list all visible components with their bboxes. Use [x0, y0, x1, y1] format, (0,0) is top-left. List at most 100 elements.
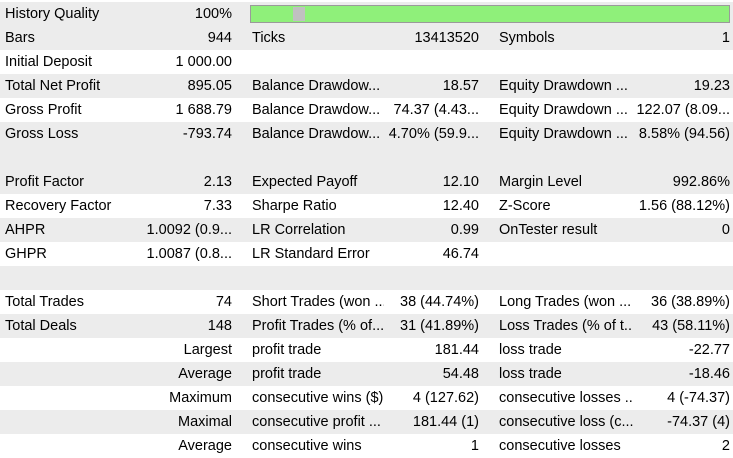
history-quality-bar-fill	[251, 6, 729, 22]
equity-drawdown-relative-value: 8.58% (94.56)	[638, 126, 730, 142]
symbols-value: 1	[721, 30, 730, 46]
balance-drawdown-absolute-label: Balance Drawdow...	[252, 78, 381, 94]
total-trades-row: Total Trades 74 Short Trades (won ... 38…	[0, 290, 733, 314]
separator-row	[0, 266, 733, 290]
long-trades-label: Long Trades (won ...	[499, 294, 632, 310]
short-trades-label: Short Trades (won ...	[252, 294, 384, 310]
gross-loss-value: -793.74	[182, 126, 232, 142]
gross-profit-row: Gross Profit 1 688.79 Balance Drawdow...…	[0, 98, 733, 122]
lr-standard-error-value: 46.74	[442, 246, 479, 262]
ontester-result-value: 0	[721, 222, 730, 238]
gross-loss-label: Gross Loss	[5, 126, 79, 142]
largest-loss-trade-label: loss trade	[499, 342, 562, 358]
total-deals-label: Total Deals	[5, 318, 77, 334]
gross-profit-label: Gross Profit	[5, 102, 82, 118]
ghpr-row: GHPR 1.0087 (0.8... LR Standard Error 46…	[0, 242, 733, 266]
expected-payoff-label: Expected Payoff	[252, 174, 358, 190]
lr-correlation-value: 0.99	[450, 222, 479, 238]
margin-level-value: 992.86%	[672, 174, 730, 190]
max-consecutive-losses-value: 4 (-74.37)	[667, 390, 730, 406]
ahpr-row: AHPR 1.0092 (0.9... LR Correlation 0.99 …	[0, 218, 733, 242]
average-loss-trade-value: -18.46	[688, 366, 730, 382]
recovery-factor-label: Recovery Factor	[5, 198, 112, 214]
total-deals-row: Total Deals 148 Profit Trades (% of... 3…	[0, 314, 733, 338]
bars-value: 944	[207, 30, 232, 46]
history-quality-row: History Quality 100%	[0, 2, 733, 26]
maximal-label: Maximal	[178, 414, 232, 430]
expected-payoff-value: 12.10	[442, 174, 479, 190]
history-quality-label: History Quality	[5, 6, 100, 22]
average-profit-trade-label: profit trade	[252, 366, 322, 382]
ghpr-label: GHPR	[5, 246, 47, 262]
gross-loss-row: Gross Loss -793.74 Balance Drawdow... 4.…	[0, 122, 733, 146]
balance-drawdown-relative-value: 4.70% (59.9...	[388, 126, 479, 142]
profit-trades-label: Profit Trades (% of...	[252, 318, 384, 334]
recovery-factor-row: Recovery Factor 7.33 Sharpe Ratio 12.40 …	[0, 194, 733, 218]
average-consecutive-losses-value: 2	[721, 438, 730, 454]
total-deals-value: 148	[207, 318, 232, 334]
margin-level-label: Margin Level	[499, 174, 583, 190]
total-trades-value: 74	[215, 294, 232, 310]
max-consecutive-losses-label: consecutive losses ...	[499, 390, 633, 406]
average-label: Average	[178, 366, 232, 382]
average-consecutive-wins-label: consecutive wins	[252, 438, 362, 454]
balance-drawdown-absolute-value: 18.57	[442, 78, 479, 94]
ticks-value: 13413520	[414, 30, 479, 46]
loss-trades-label: Loss Trades (% of t...	[499, 318, 633, 334]
z-score-value: 1.56 (88.12%)	[638, 198, 730, 214]
short-trades-value: 38 (44.74%)	[400, 294, 479, 310]
total-trades-label: Total Trades	[5, 294, 84, 310]
ontester-result-label: OnTester result	[499, 222, 598, 238]
gross-profit-value: 1 688.79	[175, 102, 232, 118]
largest-profit-trade-label: profit trade	[252, 342, 322, 358]
history-quality-bar-marker	[293, 7, 305, 21]
average-consecutive-row: Average consecutive wins 1 consecutive l…	[0, 434, 733, 458]
largest-loss-trade-value: -22.77	[688, 342, 730, 358]
total-net-profit-value: 895.05	[187, 78, 232, 94]
long-trades-value: 36 (38.89%)	[651, 294, 730, 310]
average-loss-trade-label: loss trade	[499, 366, 562, 382]
lr-standard-error-label: LR Standard Error	[252, 246, 370, 262]
maximum-row: Maximum consecutive wins ($) 4 (127.62) …	[0, 386, 733, 410]
equity-drawdown-relative-label: Equity Drawdown ...	[499, 126, 628, 142]
profit-trades-value: 31 (41.89%)	[400, 318, 479, 334]
max-consecutive-wins-label: consecutive wins ($)	[252, 390, 384, 406]
ahpr-label: AHPR	[5, 222, 46, 238]
average-row: Average profit trade 54.48 loss trade -1…	[0, 362, 733, 386]
recovery-factor-value: 7.33	[203, 198, 232, 214]
symbols-label: Symbols	[499, 30, 555, 46]
initial-deposit-value: 1 000.00	[175, 54, 232, 70]
bars-label: Bars	[5, 30, 35, 46]
average-consecutive-losses-label: consecutive losses	[499, 438, 621, 454]
largest-row: Largest profit trade 181.44 loss trade -…	[0, 338, 733, 362]
maximum-label: Maximum	[169, 390, 232, 406]
total-net-profit-row: Total Net Profit 895.05 Balance Drawdow.…	[0, 74, 733, 98]
history-quality-value: 100%	[194, 6, 232, 22]
equity-drawdown-absolute-value: 19.23	[693, 78, 730, 94]
balance-drawdown-maximal-value: 74.37 (4.43...	[393, 102, 479, 118]
lr-correlation-label: LR Correlation	[252, 222, 346, 238]
profit-factor-label: Profit Factor	[5, 174, 84, 190]
average-consecutive-label: Average	[178, 438, 232, 454]
maximal-consecutive-profit-value: 181.44 (1)	[412, 414, 479, 430]
balance-drawdown-maximal-label: Balance Drawdow...	[252, 102, 381, 118]
ahpr-value: 1.0092 (0.9...	[146, 222, 232, 238]
maximal-consecutive-loss-label: consecutive loss (c...	[499, 414, 633, 430]
sharpe-ratio-value: 12.40	[442, 198, 479, 214]
profit-factor-row: Profit Factor 2.13 Expected Payoff 12.10…	[0, 170, 733, 194]
ticks-label: Ticks	[252, 30, 286, 46]
ghpr-value: 1.0087 (0.8...	[146, 246, 232, 262]
largest-label: Largest	[183, 342, 232, 358]
sharpe-ratio-label: Sharpe Ratio	[252, 198, 337, 214]
maximal-consecutive-profit-label: consecutive profit ...	[252, 414, 381, 430]
initial-deposit-row: Initial Deposit 1 000.00	[0, 50, 733, 74]
max-consecutive-wins-value: 4 (127.62)	[412, 390, 479, 406]
largest-profit-trade-value: 181.44	[434, 342, 479, 358]
equity-drawdown-maximal-value: 122.07 (8.09...	[636, 102, 730, 118]
loss-trades-value: 43 (58.11%)	[652, 318, 730, 334]
profit-factor-value: 2.13	[203, 174, 232, 190]
maximal-row: Maximal consecutive profit ... 181.44 (1…	[0, 410, 733, 434]
equity-drawdown-absolute-label: Equity Drawdown ...	[499, 78, 628, 94]
average-profit-trade-value: 54.48	[442, 366, 479, 382]
history-quality-bar	[250, 5, 730, 23]
